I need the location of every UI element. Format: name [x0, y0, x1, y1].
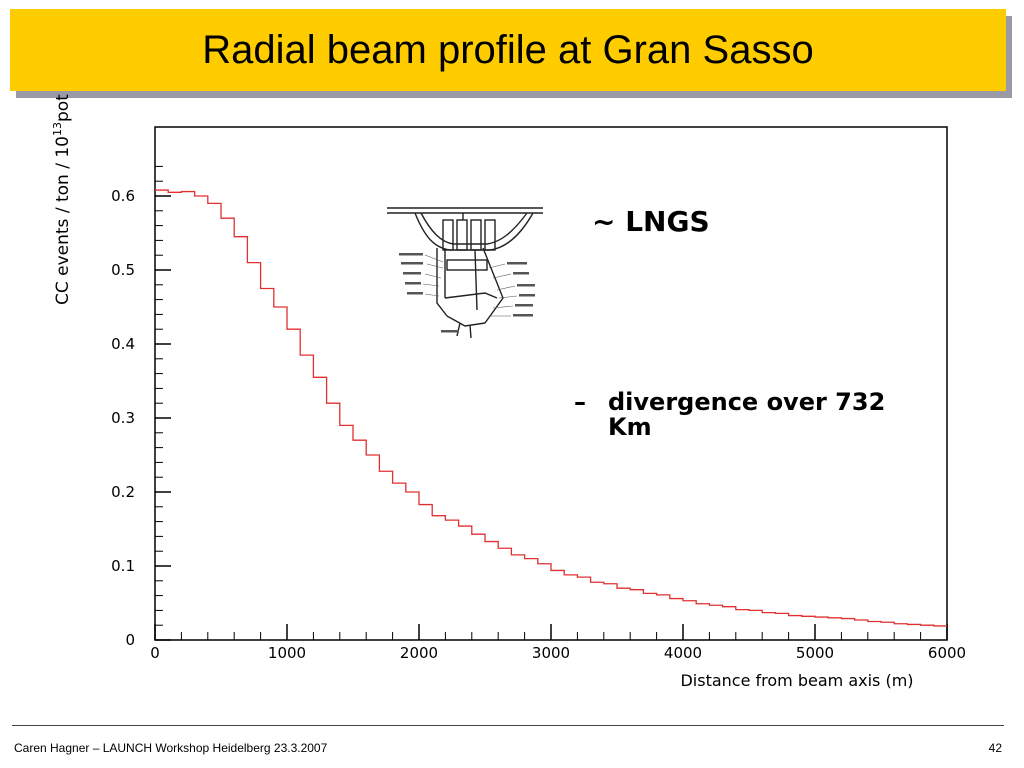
page-number: 42 — [988, 741, 1002, 755]
footer-credit: Caren Hagner – LAUNCH Workshop Heidelber… — [14, 741, 328, 755]
y-axis-label-main: CC events / ton / 10 — [53, 136, 73, 305]
x-tick-label: 6000 — [928, 644, 966, 662]
divergence-text: divergence over 732 Km — [608, 388, 886, 441]
x-tick-label: 1000 — [268, 644, 306, 662]
x-tick-label: 5000 — [796, 644, 834, 662]
title-bar: Radial beam profile at Gran Sasso — [10, 9, 1006, 91]
x-tick-label: 4000 — [664, 644, 702, 662]
y-minor-ticks — [155, 165, 163, 641]
y-axis-ticks: 0 0.1 0.2 0.3 0.4 0.5 0.6 — [111, 187, 171, 649]
histogram-series — [155, 189, 947, 627]
lngs-callout: ~ LNGS — [592, 205, 710, 238]
y-axis-label: CC events / ton / 1013pot — [51, 94, 73, 305]
y-tick-label: 0.2 — [111, 483, 135, 501]
y-tick-label: 0.3 — [111, 409, 135, 427]
y-tick-label: 0.5 — [111, 261, 135, 279]
footer-divider — [12, 725, 1004, 726]
y-tick-label: 0.6 — [111, 187, 135, 205]
x-tick-label: 2000 — [400, 644, 438, 662]
x-tick-label: 3000 — [532, 644, 570, 662]
chart: 0 0.1 0.2 0.3 0.4 0.5 0.6 0 1000 2000 3000 4000 500… — [51, 94, 966, 690]
y-tick-label: 0 — [125, 631, 135, 649]
x-axis-label: Distance from beam axis (m) — [680, 671, 913, 690]
y-axis-label-tail: pot — [53, 94, 73, 122]
lngs-map-inset — [387, 207, 543, 339]
divergence-dash: – — [574, 388, 586, 416]
x-tick-label: 0 — [150, 644, 160, 662]
plot-frame — [154, 126, 948, 641]
y-axis-label-superscript: 13 — [51, 122, 64, 136]
x-axis-ticks: 0 1000 2000 3000 4000 5000 6000 — [150, 624, 966, 662]
y-tick-label: 0.4 — [111, 335, 135, 353]
slide-title: Radial beam profile at Gran Sasso — [202, 27, 814, 72]
y-tick-label: 0.1 — [111, 557, 135, 575]
